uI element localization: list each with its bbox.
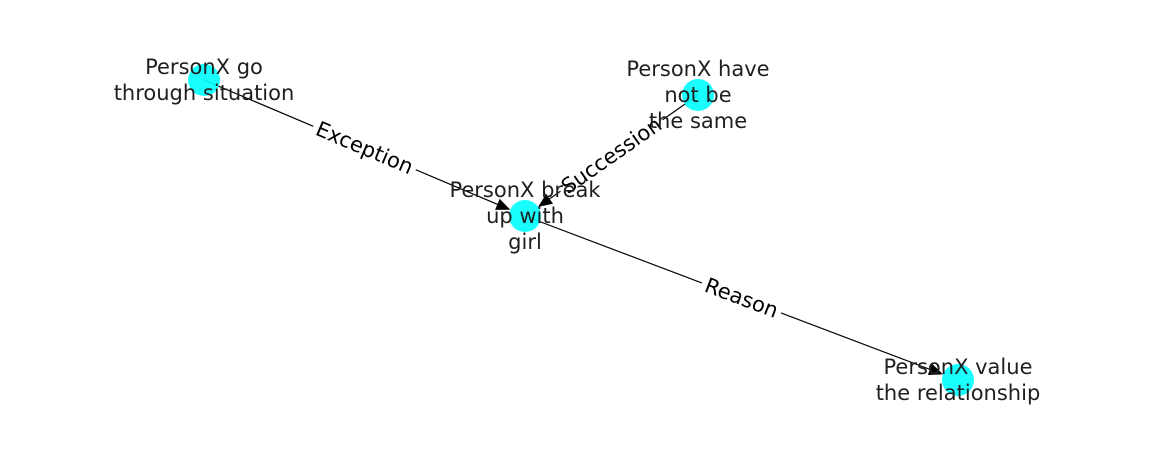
node-label-line: up with [486,204,564,228]
node-break_up [509,200,541,232]
edge-label-background [552,108,671,203]
edge-label-background [307,113,422,183]
node-label-line: PersonX have [626,57,769,81]
node-label-have_not_be: PersonX have not be the same [626,57,769,133]
arrowhead-go_through-to-break_up [495,198,511,210]
edge-label: Exception [312,117,417,179]
node-label-line: the relationship [876,381,1041,405]
node-labels-layer: PersonX go through situation PersonX have n… [114,55,1041,405]
node-label-line: through situation [114,81,295,105]
edge-label: Reason [701,273,781,323]
node-label-go_through: PersonX go through situation [114,55,295,105]
node-label-line: not be [664,83,731,107]
node-label-line: the same [649,109,747,133]
node-go_through [188,64,220,96]
node-label-line: PersonX value [884,355,1033,379]
node-label-line: PersonX go [145,55,263,79]
node-label-value_rel: PersonX value the relationship [876,355,1041,405]
arrowhead-have_not_be-to-break_up [538,193,554,207]
node-label-break_up: PersonX break up with girl [449,178,601,254]
node-value_rel [942,364,974,396]
edge-label-background [697,269,786,327]
node-have_not_be [682,79,714,111]
node-label-line: girl [508,230,542,254]
nodes-layer [188,64,974,396]
edge-label-group-0: Exception [307,113,422,183]
edge-label-group-2: Reason [697,269,786,327]
node-label-line: PersonX break [449,178,601,202]
arrowhead-break_up-to-value_rel [927,363,944,375]
